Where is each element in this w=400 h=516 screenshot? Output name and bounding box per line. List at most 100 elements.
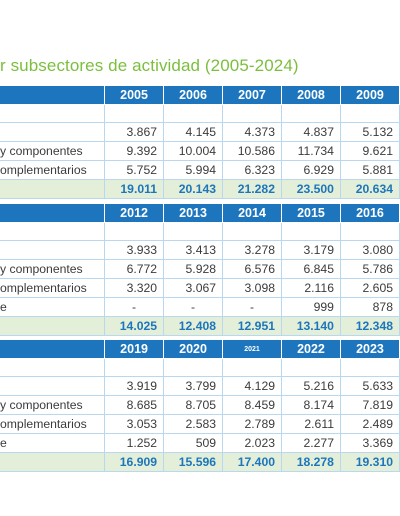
total-cell: 14.025 (104, 316, 165, 336)
data-table-2019-2023: 2019 2020 2021 2022 2023 3.919 3.799 4.1… (0, 339, 400, 472)
table-row: e 1.252 509 2.023 2.277 3.369 (0, 433, 400, 453)
year-header: 2023 (339, 339, 400, 359)
value-cell: 10.004 (163, 141, 223, 161)
data-table-2012-2016: 2012 2013 2014 2015 2016 3.933 3.413 3.2… (0, 203, 400, 336)
value-cell: 8.685 (104, 395, 165, 415)
value-cell: 3.799 (163, 376, 224, 396)
total-cell: 21.282 (222, 179, 282, 199)
total-cell: 16.909 (104, 452, 165, 472)
year-header: 2019 (104, 339, 165, 359)
total-cell: 18.278 (281, 452, 341, 472)
total-cell: 20.634 (339, 179, 400, 199)
value-cell: 6.323 (222, 160, 282, 180)
header-label-cell (0, 85, 106, 105)
value-cell: 878 (339, 297, 400, 317)
row-label (0, 376, 106, 396)
value-cell: 3.098 (222, 278, 282, 298)
value-cell: 2.023 (222, 433, 282, 453)
value-cell: 4.129 (222, 376, 282, 396)
blank-row (0, 104, 400, 123)
table-row: 3.919 3.799 4.129 5.216 5.633 (0, 376, 400, 396)
year-header: 2014 (222, 203, 282, 223)
value-cell: 10.586 (222, 141, 282, 161)
header-label-cell (0, 339, 106, 359)
year-header: 2021 (222, 339, 282, 359)
value-cell: 5.928 (163, 259, 224, 279)
year-header: 2005 (104, 85, 165, 105)
value-cell: 8.459 (222, 395, 282, 415)
value-cell: 5.752 (104, 160, 165, 180)
total-row: 14.025 12.408 12.951 13.140 12.348 (0, 316, 400, 336)
value-cell: 5.633 (339, 376, 400, 396)
value-cell: 8.705 (163, 395, 224, 415)
value-cell: 2.605 (339, 278, 400, 298)
total-cell: 17.400 (222, 452, 282, 472)
table-row: 3.867 4.145 4.373 4.837 5.132 (0, 122, 400, 142)
year-header: 2022 (281, 339, 341, 359)
value-cell: - (104, 297, 165, 317)
value-cell: 8.174 (281, 395, 341, 415)
year-header: 2020 (163, 339, 224, 359)
table-row: 3.933 3.413 3.278 3.179 3.080 (0, 240, 400, 260)
total-row: 16.909 15.596 17.400 18.278 19.310 (0, 452, 400, 472)
value-cell: 3.919 (104, 376, 165, 396)
total-label-cell (0, 452, 106, 472)
value-cell: 7.819 (339, 395, 400, 415)
row-label: y componentes (0, 395, 106, 415)
value-cell: 9.621 (339, 141, 400, 161)
total-cell: 12.951 (222, 316, 282, 336)
value-cell: 3.933 (104, 240, 165, 260)
value-cell: 4.837 (280, 122, 341, 142)
blank-row (0, 358, 400, 377)
page-title: r subsectores de actividad (2005-2024) (0, 56, 299, 75)
total-cell: 12.408 (163, 316, 224, 336)
value-cell: - (163, 297, 224, 317)
row-label: omplementarios (0, 278, 106, 298)
row-label: e (0, 433, 106, 453)
value-cell: 4.145 (163, 122, 223, 142)
value-cell: 3.369 (339, 433, 400, 453)
header-label-cell (0, 203, 106, 223)
value-cell: 3.179 (281, 240, 341, 260)
table-row: omplementarios 5.752 5.994 6.323 6.929 5… (0, 160, 400, 180)
value-cell: 3.867 (104, 122, 165, 142)
row-label (0, 240, 106, 260)
table-header-row: 2012 2013 2014 2015 2016 (0, 203, 400, 223)
value-cell: 5.786 (339, 259, 400, 279)
value-cell: 5.216 (281, 376, 341, 396)
value-cell: 3.053 (104, 414, 165, 434)
year-header: 2013 (163, 203, 224, 223)
table-row: y componentes 8.685 8.705 8.459 8.174 7.… (0, 395, 400, 415)
value-cell: 6.845 (281, 259, 341, 279)
value-cell: 9.392 (104, 141, 165, 161)
value-cell: 2.611 (281, 414, 341, 434)
row-label: omplementarios (0, 414, 106, 434)
blank-row (0, 222, 400, 241)
value-cell: 2.116 (281, 278, 341, 298)
value-cell: 6.772 (104, 259, 165, 279)
table-header-row: 2019 2020 2021 2022 2023 (0, 339, 400, 359)
year-header: 2009 (339, 85, 400, 105)
value-cell: 6.576 (222, 259, 282, 279)
value-cell: 2.583 (163, 414, 224, 434)
total-cell: 20.143 (163, 179, 223, 199)
value-cell: 3.067 (163, 278, 224, 298)
value-cell: 509 (163, 433, 224, 453)
value-cell: 5.881 (339, 160, 400, 180)
total-row: 19.011 20.143 21.282 23.500 20.634 (0, 179, 400, 199)
value-cell: 3.413 (163, 240, 224, 260)
value-cell: 5.994 (163, 160, 223, 180)
value-cell: 3.320 (104, 278, 165, 298)
value-cell: 2.277 (281, 433, 341, 453)
value-cell: 5.132 (339, 122, 400, 142)
value-cell: 6.929 (280, 160, 341, 180)
row-label: e (0, 297, 106, 317)
total-cell: 15.596 (163, 452, 224, 472)
year-header: 2007 (222, 85, 282, 105)
row-label: omplementarios (0, 160, 106, 180)
value-cell: 11.734 (280, 141, 341, 161)
row-label (0, 122, 106, 142)
value-cell: 4.373 (222, 122, 282, 142)
total-cell: 19.011 (104, 179, 165, 199)
total-cell: 12.348 (339, 316, 400, 336)
